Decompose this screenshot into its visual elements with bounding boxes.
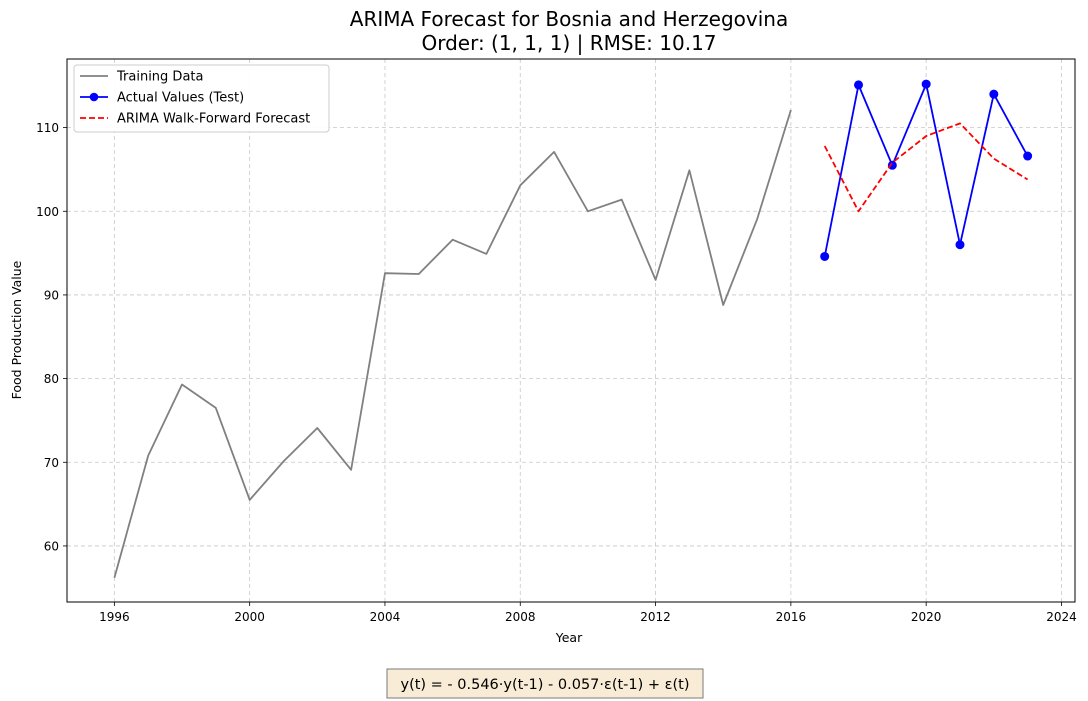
training-data-line [113, 109, 792, 578]
chart-title: ARIMA Forecast for Bosnia and Herzegovin… [350, 7, 788, 31]
y-axis-ticks: 60 70 80 90 100 110 [36, 121, 67, 553]
legend-marker-actual [89, 92, 99, 102]
grid [67, 59, 1075, 602]
actual-values-point [1023, 151, 1033, 161]
formula-box-frame [386, 668, 704, 699]
actual-values-point [989, 89, 999, 99]
x-tick-label: 2012 [640, 610, 671, 624]
x-tick-label: 1996 [99, 610, 130, 624]
x-tick-label: 2000 [234, 610, 265, 624]
actual-values-point [820, 251, 830, 261]
x-tick-label: 2008 [505, 610, 536, 624]
x-tick-label: 2024 [1046, 610, 1077, 624]
legend: Training Data Actual Values (Test) ARIMA… [73, 64, 330, 133]
x-tick-label: 2004 [370, 610, 401, 624]
chart-subtitle: Order: (1, 1, 1) | RMSE: 10.17 [421, 31, 716, 55]
formula-text: y(t) = - 0.546·y(t-1) - 0.057·ε(t-1) + ε… [400, 677, 689, 693]
y-tick-label: 100 [36, 205, 59, 219]
legend-frame [73, 64, 330, 133]
series [113, 79, 1033, 578]
plot-frame [66, 58, 1076, 603]
actual-values-point [854, 80, 864, 90]
actual-values-point [887, 160, 897, 170]
y-tick-label: 80 [44, 372, 59, 386]
x-axis-label: Year [555, 630, 583, 645]
legend-label-training: Training Data [116, 70, 203, 85]
x-tick-label: 2020 [911, 610, 942, 624]
formula-box: y(t) = - 0.546·y(t-1) - 0.057·ε(t-1) + ε… [386, 668, 704, 699]
legend-label-actual: Actual Values (Test) [117, 91, 244, 106]
y-axis-label: Food Production Value [9, 260, 24, 399]
forecast-line [823, 122, 1029, 213]
legend-label-forecast: ARIMA Walk-Forward Forecast [117, 112, 310, 127]
y-tick-label: 70 [44, 456, 59, 470]
y-tick-label: 60 [44, 539, 59, 553]
actual-values-point [921, 79, 931, 89]
actual-values-point [955, 240, 965, 250]
x-tick-label: 2016 [776, 610, 807, 624]
y-tick-label: 110 [36, 121, 59, 135]
x-axis-ticks: 1996 2000 2004 2008 2012 2016 2020 2024 [99, 602, 1077, 624]
y-tick-label: 90 [44, 288, 59, 302]
